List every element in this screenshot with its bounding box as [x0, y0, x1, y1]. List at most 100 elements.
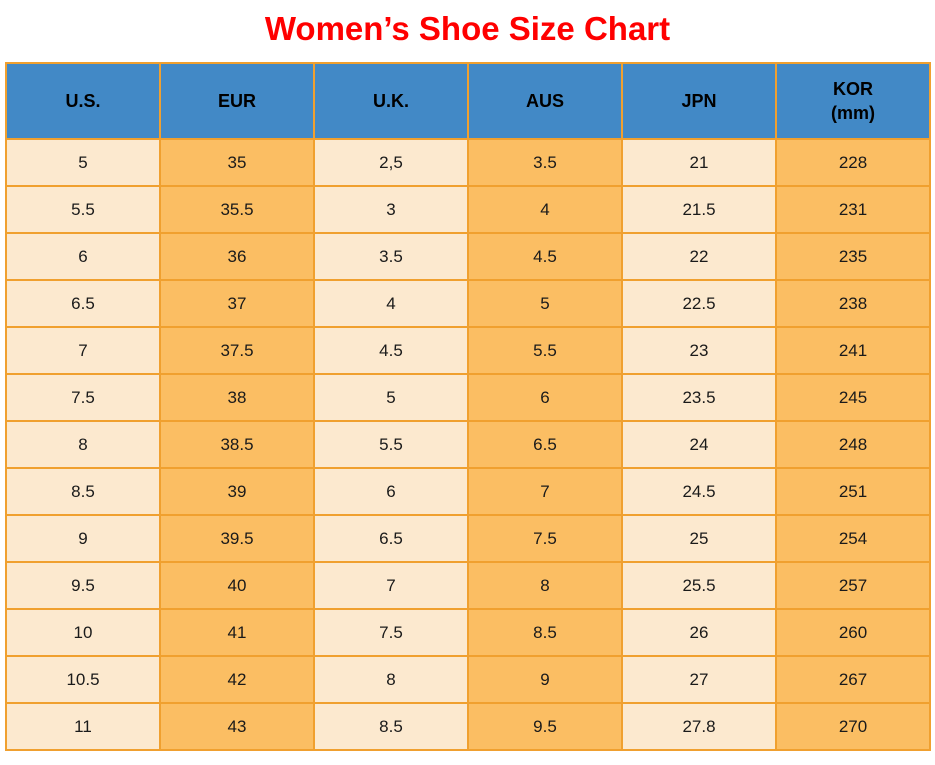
table-row: 9 39.5 6.5 7.5 25 254: [5, 514, 931, 563]
cell: 9: [5, 514, 161, 563]
cell: 254: [775, 514, 931, 563]
cell: 8.5: [5, 467, 161, 516]
cell: 7.5: [313, 608, 469, 657]
cell: 38.5: [159, 420, 315, 469]
cell: 10.5: [5, 655, 161, 704]
cell: 4: [467, 185, 623, 234]
cell: 4: [313, 279, 469, 328]
cell: 8: [5, 420, 161, 469]
cell: 38: [159, 373, 315, 422]
cell: 37.5: [159, 326, 315, 375]
cell: 228: [775, 138, 931, 187]
cell: 9: [467, 655, 623, 704]
table-row: 7.5 38 5 6 23.5 245: [5, 373, 931, 422]
cell: 257: [775, 561, 931, 610]
table-body: 5 35 2,5 3.5 21 228 5.5 35.5 3 4 21.5 231 6 36 3.5 4.5 2…: [5, 138, 931, 751]
cell: 8: [467, 561, 623, 610]
cell: 270: [775, 702, 931, 751]
cell: 7.5: [5, 373, 161, 422]
cell: 9.5: [467, 702, 623, 751]
cell: 6: [5, 232, 161, 281]
cell: 8.5: [313, 702, 469, 751]
cell: 260: [775, 608, 931, 657]
cell: 23: [621, 326, 777, 375]
cell: 26: [621, 608, 777, 657]
shoe-size-chart-table: U.S. EUR U.K. AUS JPN KOR (mm) 5 35 2,5 3.5 21 228 5…: [5, 62, 931, 751]
table-row: 5.5 35.5 3 4 21.5 231: [5, 185, 931, 234]
table-row: 7 37.5 4.5 5.5 23 241: [5, 326, 931, 375]
cell: 6.5: [313, 514, 469, 563]
cell: 7.5: [467, 514, 623, 563]
cell: 23.5: [621, 373, 777, 422]
table-row: 10 41 7.5 8.5 26 260: [5, 608, 931, 657]
cell: 5.5: [467, 326, 623, 375]
cell: 8.5: [467, 608, 623, 657]
cell: 21: [621, 138, 777, 187]
column-header-label: AUS: [525, 91, 564, 111]
cell: 5.5: [313, 420, 469, 469]
cell: 10: [5, 608, 161, 657]
header-row: U.S. EUR U.K. AUS JPN KOR (mm): [5, 62, 931, 140]
column-header-u-k: U.K.: [313, 62, 469, 140]
table-row: 11 43 8.5 9.5 27.8 270: [5, 702, 931, 751]
cell: 21.5: [621, 185, 777, 234]
table-row: 5 35 2,5 3.5 21 228: [5, 138, 931, 187]
cell: 241: [775, 326, 931, 375]
column-header-eur: EUR: [159, 62, 315, 140]
cell: 5: [467, 279, 623, 328]
cell: 231: [775, 185, 931, 234]
table-row: 6 36 3.5 4.5 22 235: [5, 232, 931, 281]
column-header-aus: AUS: [467, 62, 623, 140]
cell: 8: [313, 655, 469, 704]
cell: 4.5: [467, 232, 623, 281]
cell: 25: [621, 514, 777, 563]
table-row: 10.5 42 8 9 27 267: [5, 655, 931, 704]
table-row: 9.5 40 7 8 25.5 257: [5, 561, 931, 610]
cell: 251: [775, 467, 931, 516]
cell: 6: [313, 467, 469, 516]
cell: 42: [159, 655, 315, 704]
cell: 9.5: [5, 561, 161, 610]
cell: 11: [5, 702, 161, 751]
table-row: 6.5 37 4 5 22.5 238: [5, 279, 931, 328]
cell: 22.5: [621, 279, 777, 328]
column-header-label: U.K.: [373, 91, 409, 111]
column-header-label: (mm): [831, 103, 875, 123]
cell: 7: [5, 326, 161, 375]
cell: 5.5: [5, 185, 161, 234]
column-header-u-s: U.S.: [5, 62, 161, 140]
table-row: 8 38.5 5.5 6.5 24 248: [5, 420, 931, 469]
cell: 24.5: [621, 467, 777, 516]
cell: 238: [775, 279, 931, 328]
cell: 24: [621, 420, 777, 469]
cell: 39.5: [159, 514, 315, 563]
column-header-label: U.S.: [65, 91, 101, 111]
page-title: Women’s Shoe Size Chart: [264, 10, 671, 47]
cell: 6.5: [467, 420, 623, 469]
cell: 37: [159, 279, 315, 328]
column-header-jpn: JPN: [621, 62, 777, 140]
cell: 248: [775, 420, 931, 469]
cell: 4.5: [313, 326, 469, 375]
cell: 5: [5, 138, 161, 187]
cell: 235: [775, 232, 931, 281]
cell: 3: [313, 185, 469, 234]
cell: 7: [313, 561, 469, 610]
cell: 7: [467, 467, 623, 516]
cell: 3.5: [467, 138, 623, 187]
cell: 27: [621, 655, 777, 704]
cell: 6.5: [5, 279, 161, 328]
cell: 3.5: [313, 232, 469, 281]
cell: 267: [775, 655, 931, 704]
column-header-kor-mm: KOR (mm): [775, 62, 931, 140]
cell: 22: [621, 232, 777, 281]
cell: 43: [159, 702, 315, 751]
cell: 36: [159, 232, 315, 281]
cell: 35.5: [159, 185, 315, 234]
column-header-label: JPN: [681, 91, 717, 111]
cell: 6: [467, 373, 623, 422]
cell: 35: [159, 138, 315, 187]
column-header-label: KOR: [833, 79, 873, 99]
cell: 25.5: [621, 561, 777, 610]
